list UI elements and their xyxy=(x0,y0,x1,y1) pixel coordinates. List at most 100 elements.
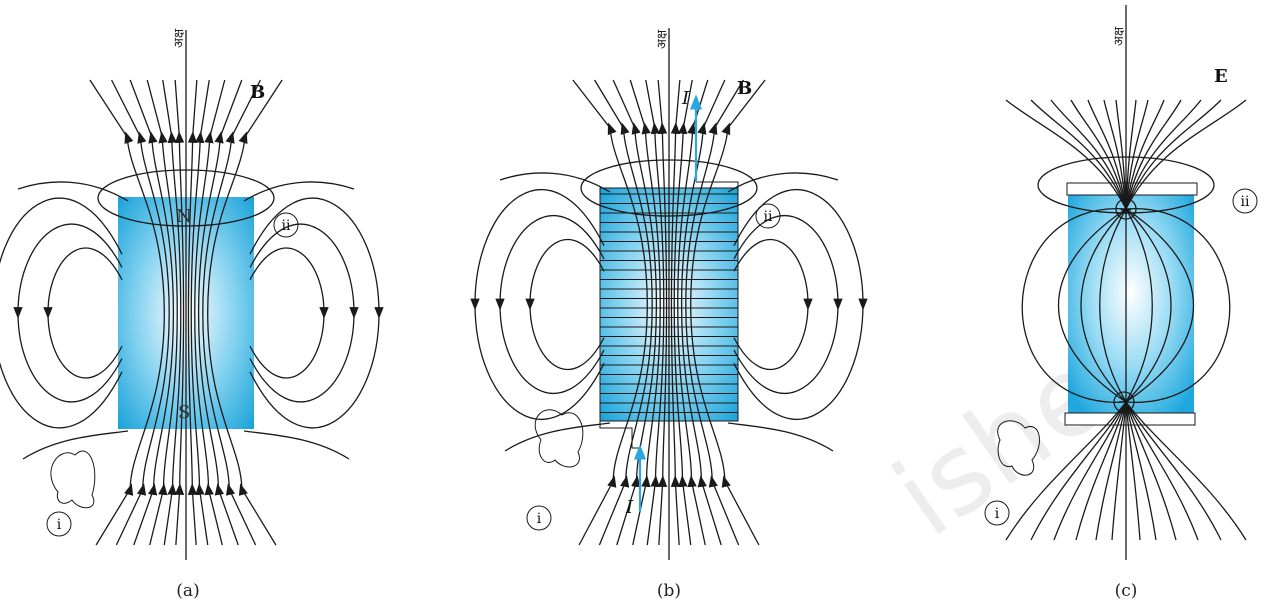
label-i: i xyxy=(537,511,542,527)
field-line xyxy=(1075,401,1127,541)
current-label-bottom: I xyxy=(625,497,634,518)
field-line xyxy=(1125,208,1153,403)
field-line xyxy=(1080,208,1127,403)
field-line xyxy=(673,304,692,546)
loop-i xyxy=(997,420,1040,476)
return-loop xyxy=(733,189,868,420)
field-line xyxy=(632,304,661,546)
field-line xyxy=(1125,99,1137,210)
field-line xyxy=(190,312,209,546)
field-line xyxy=(133,312,175,546)
field-line xyxy=(685,304,740,546)
field-line xyxy=(685,79,744,305)
field-line xyxy=(572,79,648,305)
field-line xyxy=(1125,208,1172,403)
field-line xyxy=(162,79,182,314)
field-line xyxy=(578,304,648,546)
outer-line xyxy=(727,172,839,193)
label-i: i xyxy=(57,517,62,533)
field-line xyxy=(1005,99,1127,210)
field-lines-b xyxy=(470,79,868,546)
return-loop xyxy=(525,238,605,371)
field-line xyxy=(1030,401,1127,541)
field-line xyxy=(1125,401,1247,541)
field-line xyxy=(149,312,178,546)
field-line xyxy=(190,79,210,314)
field-line xyxy=(1125,208,1195,403)
label-ii-circle xyxy=(1232,188,1258,214)
field-line xyxy=(111,79,170,314)
field-line xyxy=(1099,208,1127,403)
label-ii-circle xyxy=(755,203,781,229)
field-line xyxy=(1005,401,1127,541)
return-loop xyxy=(43,247,123,379)
field-line xyxy=(677,79,709,305)
label-ii: ii xyxy=(1241,194,1250,210)
field-line xyxy=(115,312,170,546)
loop-i xyxy=(50,450,96,509)
field-line xyxy=(677,304,706,546)
field-line xyxy=(1053,401,1127,541)
field-line xyxy=(690,304,760,546)
loop-ii xyxy=(97,169,275,227)
field-line xyxy=(1125,99,1222,210)
field-line xyxy=(680,79,726,305)
axis-label: अक्ष xyxy=(172,28,187,48)
field-line xyxy=(598,304,653,546)
loop-i xyxy=(534,409,584,468)
panel-b: अक्ष B I I ii i (b) xyxy=(470,28,868,601)
label-i-circle xyxy=(526,505,552,531)
field-line xyxy=(89,79,165,314)
field-line xyxy=(146,79,178,314)
field-line xyxy=(673,79,693,305)
field-line xyxy=(657,304,668,546)
caption-c: (c) xyxy=(1115,581,1138,601)
field-line xyxy=(1125,401,1141,541)
outer-line xyxy=(243,430,350,460)
top-lead xyxy=(696,181,739,188)
field-symbol: B xyxy=(737,78,752,99)
field-line xyxy=(1125,208,1231,403)
panel-c: + − अक्ष E ii i (c) xyxy=(984,5,1258,601)
field-line xyxy=(680,304,722,546)
label-ii-circle xyxy=(273,212,299,238)
return-loop xyxy=(733,238,813,371)
field-line xyxy=(187,79,198,314)
return-loop xyxy=(249,247,329,379)
field-line xyxy=(174,312,185,546)
caption-b: (b) xyxy=(657,581,681,601)
field-line xyxy=(1125,401,1222,541)
outer-line xyxy=(243,181,355,202)
field-line xyxy=(1095,401,1127,541)
field-line xyxy=(690,79,766,305)
field-line xyxy=(197,312,239,546)
field-line xyxy=(95,312,165,546)
return-loop xyxy=(13,223,123,403)
loop-ii xyxy=(1037,156,1215,214)
field-lines-a xyxy=(0,79,384,546)
capacitor-dielectric xyxy=(1068,190,1194,417)
positive-charge xyxy=(1115,198,1137,220)
return-loop xyxy=(249,223,359,403)
field-line xyxy=(207,79,283,314)
field-line xyxy=(163,312,182,546)
field-line xyxy=(616,304,658,546)
return-loop xyxy=(733,215,843,394)
field-line xyxy=(1087,99,1127,210)
field-line xyxy=(194,312,223,546)
axis-label: अक्ष xyxy=(655,29,670,49)
field-line xyxy=(670,304,681,546)
return-loop xyxy=(249,197,384,429)
field-line xyxy=(202,312,257,546)
axis-label: अक्ष xyxy=(1112,26,1127,46)
field-line xyxy=(1125,401,1177,541)
field-line xyxy=(1115,99,1127,210)
field-symbol: B xyxy=(250,82,265,103)
north-pole-label: N xyxy=(176,206,192,227)
field-symbol: E xyxy=(1214,66,1228,87)
field-line xyxy=(1125,99,1149,210)
field-line xyxy=(1125,99,1247,210)
return-loop xyxy=(470,189,605,420)
field-line xyxy=(657,79,668,305)
field-line xyxy=(1103,99,1127,210)
